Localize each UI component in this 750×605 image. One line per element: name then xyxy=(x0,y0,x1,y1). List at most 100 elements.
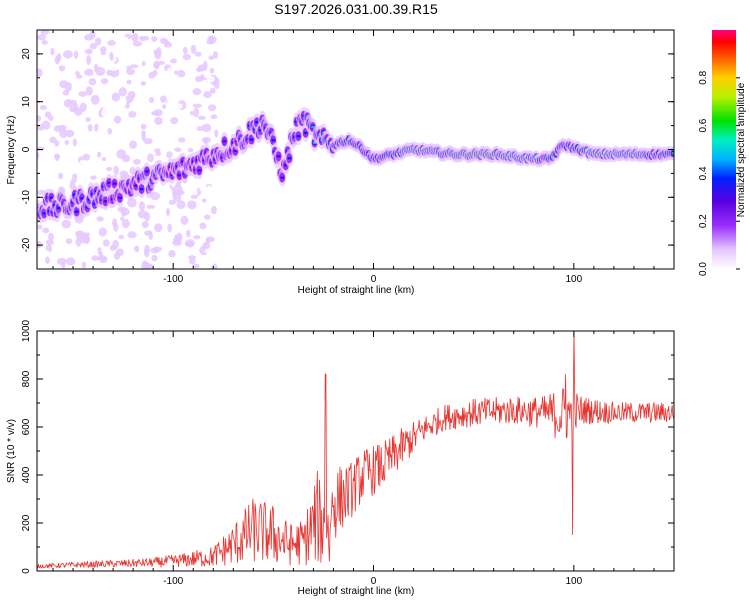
spectrogram-noise-cell xyxy=(90,175,97,180)
spectrogram-noise-cell xyxy=(113,165,119,176)
spectrogram-noise-cell xyxy=(121,36,129,46)
spectrogram-noise-cell xyxy=(148,263,154,269)
spectrogram-noise-cell xyxy=(182,247,193,253)
spectrogram-noise-cell xyxy=(64,140,69,145)
spectrogram-noise-cell xyxy=(112,218,118,228)
spectrogram-noise-cell xyxy=(187,200,197,210)
spectrogram-noise-cell xyxy=(135,101,145,106)
spectrogram-noise-cell xyxy=(209,67,215,74)
spectrogram-noise-cell xyxy=(95,37,102,46)
spectrogram-noise-cell xyxy=(203,91,212,99)
spectrogram-noise-cell xyxy=(176,200,186,209)
spectrogram-noise-cell xyxy=(70,224,77,231)
spectrogram-noise-cell xyxy=(150,247,160,254)
spectrogram-noise-cell xyxy=(205,237,211,244)
spectrogram-y-ticks: -20 -10 0 10 20 xyxy=(21,29,674,270)
y-tick-label: 10 xyxy=(21,96,32,108)
spectrogram-noise-cell xyxy=(98,227,107,237)
spectrogram-noise-cell xyxy=(206,39,214,45)
spectrogram-noise-cell xyxy=(189,257,196,265)
spectrogram-noise-cell xyxy=(196,67,202,73)
spectrogram-noise-cell xyxy=(51,243,61,251)
spectrogram-core-cell xyxy=(144,170,149,173)
spectrogram-core-cell xyxy=(103,199,108,203)
spectrogram-noise-cell xyxy=(170,58,177,64)
spectrogram-noise-cell xyxy=(128,110,137,118)
spectrogram-noise-cell xyxy=(41,120,51,130)
spectrogram-noise-cell xyxy=(193,107,200,118)
spectrogram-noise-cell xyxy=(202,32,210,39)
y-tick-label: 200 xyxy=(21,514,32,531)
spectrogram-noise-cell xyxy=(149,42,158,51)
spectrogram-noise-cell xyxy=(121,53,130,60)
spectrogram-noise-cell xyxy=(146,204,156,209)
spectrogram-noise-cell xyxy=(175,103,183,109)
spectrogram-noise-cell xyxy=(147,153,154,163)
y-tick-label: 400 xyxy=(21,466,32,483)
spectrogram-noise-cell xyxy=(129,140,137,150)
spectrogram-noise-cell xyxy=(174,78,182,84)
spectrogram-noise-cell xyxy=(116,149,127,159)
spectrogram-noise-cell xyxy=(78,159,89,167)
spectrogram-noise-cell xyxy=(76,60,81,71)
spectrogram-noise-cell xyxy=(182,53,191,61)
x-tick-label: 0 xyxy=(371,274,377,285)
spectrogram-noise-cell xyxy=(151,254,158,262)
spectrogram-noise-cell xyxy=(45,239,54,246)
spectrogram-noise-cell xyxy=(168,199,177,205)
spectrogram-noise-cell xyxy=(122,97,127,106)
spectrogram-noise-cell xyxy=(201,123,212,133)
spectrogram-noise-cell xyxy=(155,151,162,156)
spectrogram-noise-cell xyxy=(187,255,197,260)
spectrogram-core-cell xyxy=(271,138,276,142)
spectrogram-noise-cell xyxy=(73,162,81,171)
spectrogram-noise-cell xyxy=(185,99,194,104)
spectrogram-noise-cell xyxy=(63,98,74,108)
spectrogram-noise-cell xyxy=(88,78,97,86)
spectrogram-core-cell xyxy=(42,212,47,215)
spectrogram-noise-cell xyxy=(181,181,189,187)
spectrogram-noise-cell xyxy=(172,239,183,246)
spectrogram-noise-cell xyxy=(204,248,210,254)
colorbar-tick-label: 0.0 xyxy=(698,262,709,276)
spectrogram-noise-cell xyxy=(65,129,75,138)
spectrogram-noise-cell xyxy=(127,198,137,208)
spectrogram-noise-cell xyxy=(214,84,220,89)
spectrogram-noise-cell xyxy=(58,124,67,131)
spectrogram-y-label: Frequency (Hz) xyxy=(6,116,17,185)
spectrogram-noise-cell xyxy=(78,91,88,97)
spectrogram-noise-cell xyxy=(138,201,146,211)
spectrogram-noise-cell xyxy=(89,30,96,40)
spectrogram-noise-cell xyxy=(37,142,41,147)
spectrogram-noise-cell xyxy=(124,95,134,103)
spectrogram-noise-cell xyxy=(208,55,214,60)
spectrogram-noise-cell xyxy=(66,257,76,266)
spectrogram-noise-cell xyxy=(176,69,186,78)
spectrogram-noise-cell xyxy=(199,201,204,207)
spectrogram-noise-cell xyxy=(203,214,211,220)
spectrogram-core-cell xyxy=(233,149,238,153)
spectrogram-noise-cell xyxy=(211,205,217,215)
spectrogram-noise-cell xyxy=(143,248,150,258)
spectrogram-noise-cell xyxy=(81,244,87,250)
x-tick-label: 100 xyxy=(565,576,582,587)
spectrogram-noise-cell xyxy=(148,72,156,79)
figure-title: S197.2026.031.00.39.R15 xyxy=(274,1,438,17)
spectrogram-noise-cell xyxy=(187,147,194,153)
spectrogram-noise-cell xyxy=(141,60,146,67)
spectrogram-noise-cell xyxy=(54,153,60,162)
spectrogram-noise-cell xyxy=(81,261,87,269)
spectrogram-noise-cell xyxy=(107,128,113,135)
spectrogram-noise-cell xyxy=(121,66,126,73)
spectrogram-noise-cell xyxy=(148,97,155,104)
spectrogram-noise-cell xyxy=(89,221,97,227)
x-tick-label: -100 xyxy=(163,576,183,587)
snr-panel: -100 0 100 0 200 400 600 800 1000 Height of str… xyxy=(6,319,675,597)
spectrogram-noise-cell xyxy=(199,222,207,230)
spectrogram-noise-cell xyxy=(59,128,68,139)
spectrogram-noise-cell xyxy=(40,138,45,144)
spectrogram-noise-cell xyxy=(117,206,127,213)
spectrogram-noise-cell xyxy=(100,78,109,85)
spectrogram-noise-cell xyxy=(194,216,200,226)
